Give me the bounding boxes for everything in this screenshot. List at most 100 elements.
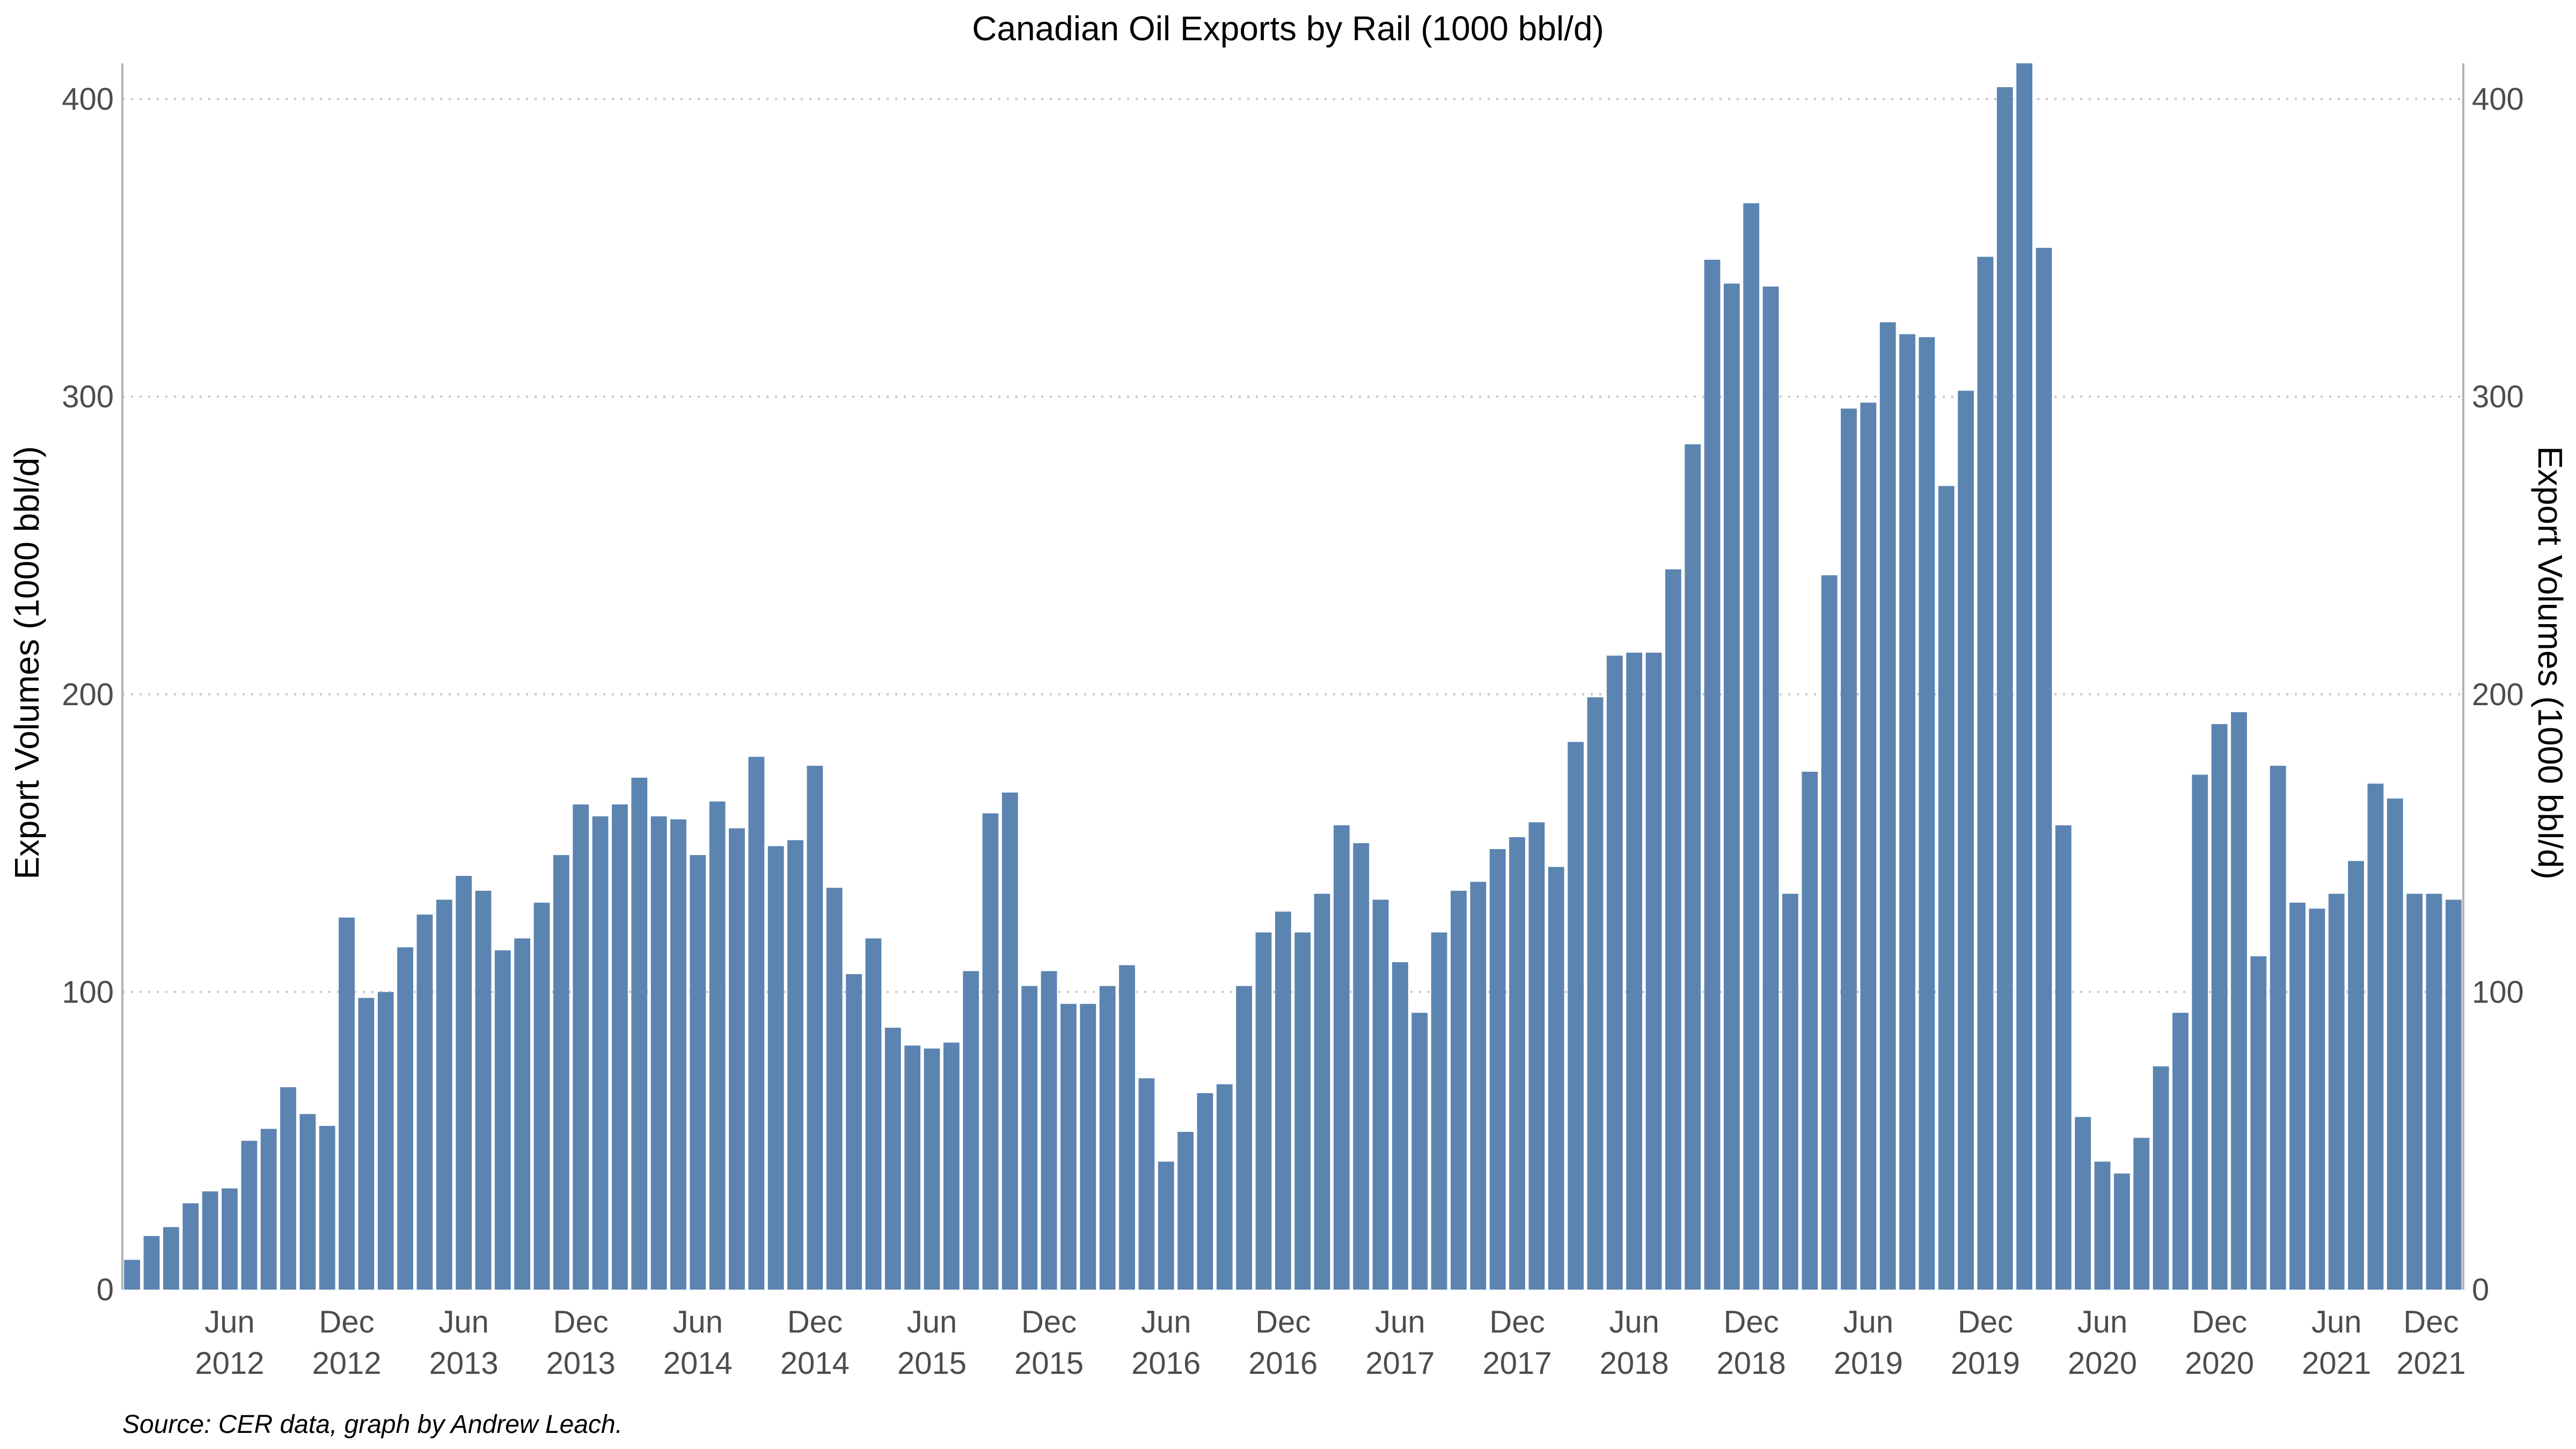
bar [514, 938, 531, 1290]
bar [222, 1188, 238, 1290]
bar [1002, 792, 1018, 1290]
bar [1841, 408, 1857, 1290]
bar [1762, 286, 1779, 1290]
bar [533, 903, 550, 1290]
bar [2270, 765, 2286, 1290]
x-tick-label-year: 2021 [2396, 1346, 2465, 1381]
bar [2192, 774, 2208, 1290]
x-tick-label-month: Dec [1489, 1305, 1545, 1340]
x-tick-label-month: Dec [1724, 1305, 1779, 1340]
x-tick-label-year: 2020 [2068, 1346, 2137, 1381]
bar [2445, 899, 2462, 1290]
bar [2250, 956, 2267, 1290]
x-tick-label-month: Dec [1958, 1305, 2013, 1340]
y-axis-title-right: Export Volumes (1000 bbl/d) [2531, 446, 2570, 880]
bar [1743, 203, 1760, 1290]
x-tick-label-month: Dec [1021, 1305, 1077, 1340]
bar [182, 1203, 199, 1290]
bar [2036, 247, 2052, 1290]
x-tick-label-year: 2012 [312, 1346, 381, 1381]
bar [1665, 569, 1681, 1290]
y-tick-label-left: 0 [97, 1272, 114, 1307]
bars [124, 63, 2462, 1290]
x-tick-label-month: Jun [204, 1305, 255, 1340]
x-tick-label-year: 2012 [195, 1346, 264, 1381]
x-tick-label-year: 2016 [1131, 1346, 1201, 1381]
bar [982, 813, 999, 1290]
bar [2055, 825, 2072, 1290]
bar [1606, 655, 1623, 1290]
y-tick-label-left: 400 [62, 82, 114, 117]
bar [709, 801, 726, 1290]
bar [2309, 909, 2325, 1290]
x-tick-label-year: 2018 [1717, 1346, 1786, 1381]
bar [826, 888, 843, 1290]
bar [1645, 653, 1662, 1290]
x-tick-label-year: 2014 [780, 1346, 850, 1381]
bar [1548, 867, 1564, 1290]
bar [2172, 1013, 2189, 1290]
x-tick-label-month: Dec [2192, 1305, 2247, 1340]
chart-title: Canadian Oil Exports by Rail (1000 bbl/d… [972, 9, 1604, 48]
bar [943, 1042, 960, 1290]
bar [1470, 882, 1487, 1290]
bar [924, 1048, 940, 1290]
x-tick-label-month: Jun [1375, 1305, 1425, 1340]
x-tick-label-month: Jun [673, 1305, 723, 1340]
bar [319, 1125, 335, 1290]
bar [2348, 861, 2364, 1290]
y-tick-label-left: 300 [62, 379, 114, 414]
y-tick-label-right: 400 [2472, 82, 2524, 117]
x-tick-label-month: Jun [1141, 1305, 1191, 1340]
bar [1216, 1084, 1233, 1290]
x-tick-label-month: Jun [1843, 1305, 1894, 1340]
bar [865, 938, 882, 1290]
bar [1236, 986, 1253, 1290]
bar [1782, 894, 1798, 1290]
bar [767, 846, 784, 1290]
bar [592, 816, 609, 1290]
bar [1704, 260, 1721, 1290]
bar [1685, 444, 1701, 1290]
y-tick-label-left: 100 [62, 975, 114, 1009]
x-tick-label-year: 2013 [429, 1346, 499, 1381]
bar [124, 1260, 141, 1290]
bar [2153, 1066, 2169, 1290]
bar [1509, 837, 1525, 1290]
bar [339, 917, 355, 1290]
bar [553, 855, 569, 1290]
bar [475, 890, 492, 1290]
bar [1099, 986, 1116, 1290]
bar [1821, 575, 1838, 1290]
x-tick-label-month: Jun [907, 1305, 957, 1340]
bar [280, 1087, 296, 1290]
bar [1938, 486, 1955, 1290]
bar [729, 828, 745, 1290]
bar [2094, 1161, 2111, 1290]
bar [612, 804, 628, 1290]
x-tick-label-year: 2021 [2302, 1346, 2371, 1381]
bar [416, 914, 433, 1290]
y-tick-label-left: 200 [62, 677, 114, 712]
bar [1860, 402, 1877, 1290]
x-tick-label-year: 2013 [546, 1346, 616, 1381]
bar [631, 778, 648, 1290]
y-tick-label-right: 200 [2472, 677, 2524, 712]
bar [299, 1114, 316, 1290]
bar [748, 757, 765, 1290]
bar [1294, 932, 1311, 1290]
x-tick-label-year: 2015 [897, 1346, 967, 1381]
bar [2231, 712, 2247, 1290]
bar [1392, 962, 1408, 1290]
bar [787, 840, 803, 1290]
bar [436, 899, 452, 1290]
bar [143, 1236, 160, 1290]
bar [1080, 1004, 1096, 1290]
bar [884, 1027, 901, 1290]
bar [1275, 911, 1291, 1290]
x-tick-label-month: Jun [1609, 1305, 1659, 1340]
bar [1411, 1013, 1428, 1290]
bar [397, 947, 413, 1290]
x-tick-label-month: Dec [787, 1305, 843, 1340]
y-tick-label-right: 300 [2472, 379, 2524, 414]
